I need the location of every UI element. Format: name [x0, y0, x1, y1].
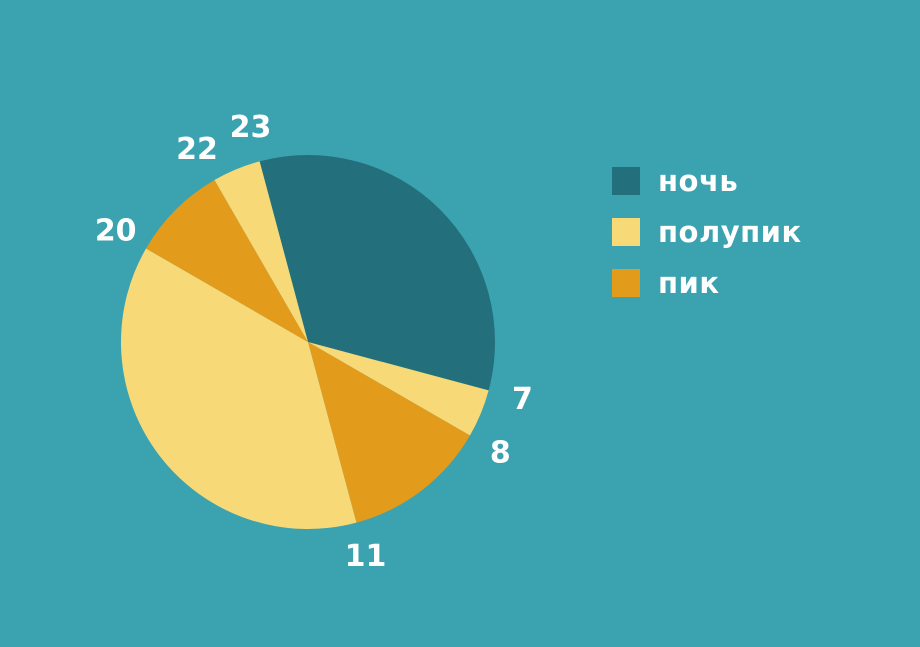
- pie-slice-6: [214, 161, 308, 342]
- hour-label-11: 11: [345, 539, 387, 574]
- legend-swatch-night: [612, 166, 640, 195]
- legend-item-peak: пик: [612, 257, 802, 308]
- pie-slice-1: [259, 154, 496, 391]
- hour-label-7: 7: [512, 382, 533, 417]
- legend-item-semipeak: полупик: [612, 206, 802, 257]
- hour-label-22: 22: [176, 132, 218, 167]
- legend-swatch-semipeak: [612, 217, 640, 246]
- pie-slice-5: [146, 180, 308, 342]
- hour-label-20: 20: [95, 214, 137, 249]
- legend-swatch-peak: [612, 268, 640, 297]
- hour-label-23: 23: [230, 110, 272, 145]
- legend-label-semipeak: полупик: [658, 214, 802, 249]
- hour-label-8: 8: [490, 436, 511, 471]
- legend-label-night: ночь: [658, 163, 739, 198]
- pie-slice-3: [308, 342, 470, 523]
- legend: ночь полупик пик: [612, 155, 802, 308]
- legend-item-night: ночь: [612, 155, 802, 206]
- legend-label-peak: пик: [658, 265, 720, 300]
- hour-labels: 78 11 20 22 23: [95, 110, 533, 574]
- pie-slice-4: [120, 248, 357, 530]
- pie-slices: [120, 154, 496, 530]
- pie-slice-2: [308, 342, 489, 436]
